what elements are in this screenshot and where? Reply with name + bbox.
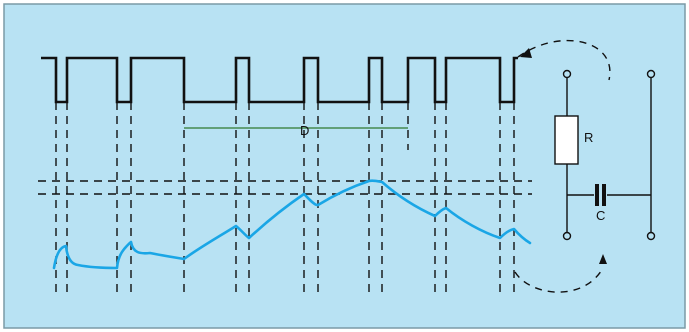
capacitor-label: C (596, 208, 605, 223)
rc-circuit: R C (554, 69, 656, 241)
interval-d-label: D (300, 123, 309, 138)
square-wave (41, 56, 518, 104)
response-curve (52, 179, 532, 270)
resistor-label: R (584, 130, 593, 145)
lower-arrow-icon (599, 254, 607, 264)
vertical-guide-lines (55, 102, 515, 298)
bottom-left-terminal (562, 231, 572, 241)
top-right-terminal (646, 69, 656, 79)
resistor (554, 115, 579, 165)
upper-callout-curve (517, 39, 611, 81)
top-left-terminal (562, 69, 572, 79)
horizontal-guide-lines (38, 180, 532, 195)
upper-arrow-icon (520, 48, 532, 58)
bottom-right-terminal (646, 231, 656, 241)
diagram-panel (3, 3, 686, 329)
